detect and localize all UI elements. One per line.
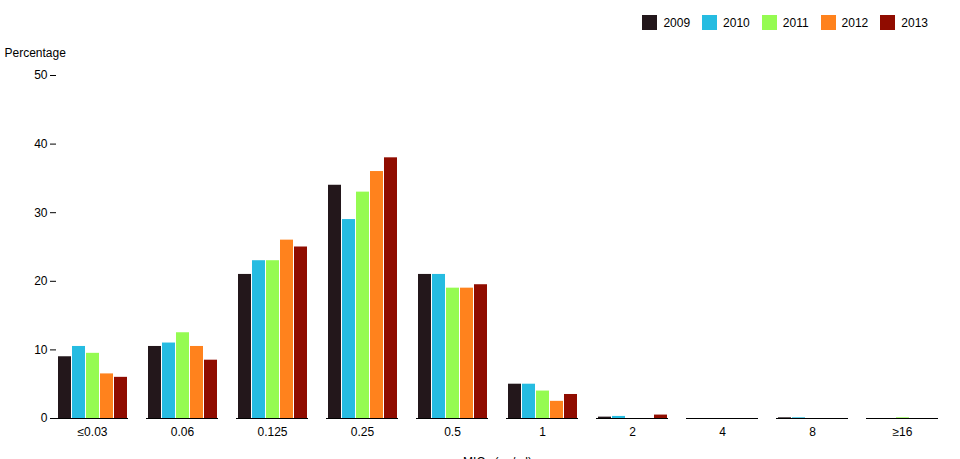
svg-text:0: 0 — [41, 411, 48, 425]
svg-text:8: 8 — [809, 425, 816, 439]
svg-text:2: 2 — [629, 425, 636, 439]
html-text:2009: 2009 — [663, 15, 691, 30]
svg-text:0.5: 0.5 — [444, 425, 461, 439]
svg-text:≥16: ≥16 — [893, 425, 913, 439]
html-text:2012: 2012 — [841, 15, 869, 30]
svg-text:0.06: 0.06 — [171, 425, 195, 439]
svg-text:4: 4 — [719, 425, 726, 439]
svg-text:≤0.03: ≤0.03 — [78, 425, 108, 439]
svg-text:30: 30 — [34, 206, 48, 220]
html-text:2013: 2013 — [901, 15, 928, 30]
svg-text:10: 10 — [34, 343, 48, 357]
svg-text:MICs (μg/ml): MICs (μg/ml) — [463, 455, 532, 459]
svg-text:Percentage: Percentage — [5, 46, 67, 60]
svg-text:0.125: 0.125 — [257, 425, 287, 439]
svg-text:20: 20 — [34, 274, 48, 288]
html-text:2011: 2011 — [782, 15, 809, 30]
svg-text:0.25: 0.25 — [351, 425, 375, 439]
svg-text:50: 50 — [34, 68, 48, 82]
html-text:2010: 2010 — [723, 15, 750, 30]
svg-text:40: 40 — [34, 137, 48, 151]
svg-text:1: 1 — [539, 425, 546, 439]
